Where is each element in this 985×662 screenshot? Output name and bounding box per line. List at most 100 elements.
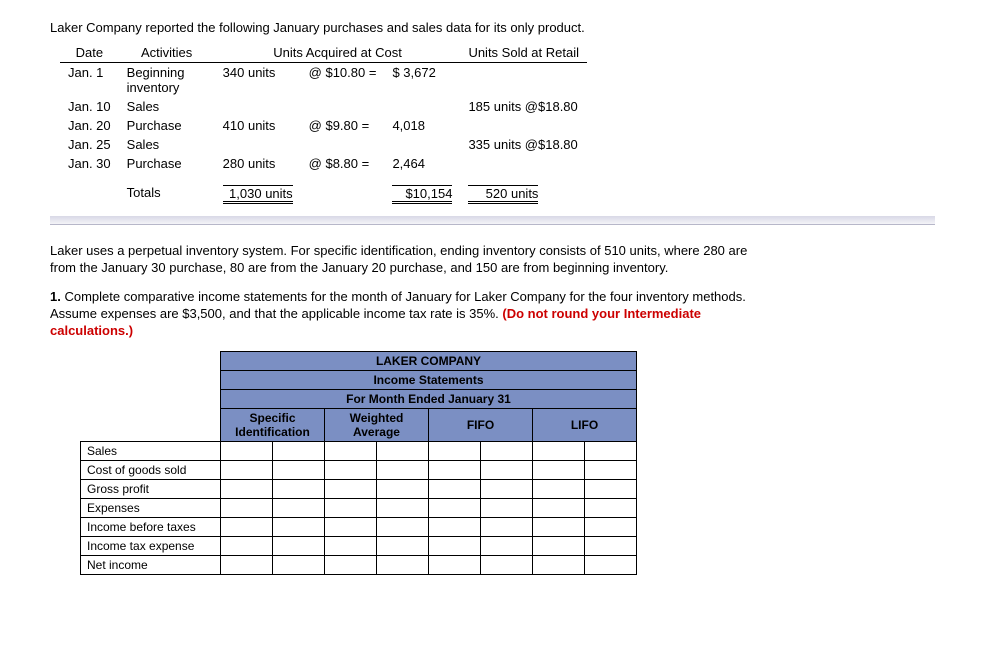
cell[interactable] (273, 537, 325, 556)
cell[interactable] (221, 442, 273, 461)
cell[interactable] (533, 461, 585, 480)
cell[interactable] (221, 537, 273, 556)
cell[interactable] (429, 461, 481, 480)
row-sales: Sales (81, 442, 221, 461)
cell[interactable] (429, 556, 481, 575)
cell[interactable] (221, 556, 273, 575)
inc-title3: For Month Ended January 31 (221, 390, 637, 409)
cell[interactable] (377, 499, 429, 518)
r3-activity: Sales (119, 135, 215, 154)
totals-sold: 520 units (468, 185, 538, 204)
row-expenses: Expenses (81, 499, 221, 518)
cell[interactable] (377, 442, 429, 461)
cell[interactable] (377, 461, 429, 480)
cell[interactable] (273, 518, 325, 537)
r1-date: Jan. 10 (60, 97, 119, 116)
cell[interactable] (481, 480, 533, 499)
r3-cost (384, 135, 460, 154)
cell[interactable] (325, 556, 377, 575)
cell[interactable] (585, 499, 637, 518)
cell[interactable] (273, 442, 325, 461)
cell[interactable] (429, 499, 481, 518)
cell[interactable] (221, 518, 273, 537)
cell[interactable] (533, 537, 585, 556)
cell[interactable] (325, 480, 377, 499)
cell[interactable] (221, 499, 273, 518)
totals-cost: $10,154 (392, 185, 452, 204)
r4-at: @ $8.80 = (301, 154, 385, 173)
cell[interactable] (481, 499, 533, 518)
totals-label: Totals (119, 183, 215, 206)
r4-cost: 2,464 (384, 154, 460, 173)
cell[interactable] (481, 518, 533, 537)
r0-sold (460, 63, 587, 98)
cell[interactable] (273, 499, 325, 518)
r1-at (301, 97, 385, 116)
cell[interactable] (585, 461, 637, 480)
cell[interactable] (377, 537, 429, 556)
cell[interactable] (325, 537, 377, 556)
cell[interactable] (429, 480, 481, 499)
transactions-table: Date Activities Units Acquired at Cost U… (60, 43, 587, 206)
cell[interactable] (481, 556, 533, 575)
r0-at: @ $10.80 = (301, 63, 385, 98)
cell[interactable] (533, 499, 585, 518)
r0-cost: $ 3,672 (384, 63, 460, 98)
cell[interactable] (585, 480, 637, 499)
cell[interactable] (585, 556, 637, 575)
r4-units: 280 units (215, 154, 301, 173)
cell[interactable] (429, 537, 481, 556)
r2-at: @ $9.80 = (301, 116, 385, 135)
inventory-note: Laker uses a perpetual inventory system.… (50, 243, 770, 277)
cell[interactable] (429, 442, 481, 461)
col-specific: Specific Identification (221, 409, 325, 442)
cell[interactable] (585, 537, 637, 556)
row-ibt: Income before taxes (81, 518, 221, 537)
cell[interactable] (273, 556, 325, 575)
divider-bar (50, 216, 935, 225)
cell[interactable] (325, 461, 377, 480)
inc-title2: Income Statements (221, 371, 637, 390)
r2-cost: 4,018 (384, 116, 460, 135)
row-gross: Gross profit (81, 480, 221, 499)
cell[interactable] (481, 442, 533, 461)
r1-cost (384, 97, 460, 116)
r0-activity: Beginning inventory (119, 63, 215, 98)
r2-sold (460, 116, 587, 135)
cell[interactable] (325, 499, 377, 518)
cell[interactable] (377, 480, 429, 499)
question-1: 1. Complete comparative income statement… (50, 289, 770, 340)
r4-date: Jan. 30 (60, 154, 119, 173)
q1-number: 1. (50, 289, 61, 304)
cell[interactable] (533, 442, 585, 461)
col-lifo: LIFO (533, 409, 637, 442)
cell[interactable] (325, 442, 377, 461)
cell[interactable] (481, 461, 533, 480)
totals-units: 1,030 units (223, 185, 293, 204)
hdr-sold: Units Sold at Retail (460, 43, 587, 63)
intro-text: Laker Company reported the following Jan… (50, 20, 935, 35)
r2-activity: Purchase (119, 116, 215, 135)
cell[interactable] (273, 480, 325, 499)
cell[interactable] (273, 461, 325, 480)
cell[interactable] (533, 480, 585, 499)
hdr-acquired: Units Acquired at Cost (215, 43, 461, 63)
cell[interactable] (377, 556, 429, 575)
r3-units (215, 135, 301, 154)
cell[interactable] (377, 518, 429, 537)
cell[interactable] (585, 442, 637, 461)
cell[interactable] (585, 518, 637, 537)
r3-sold: 335 units @$18.80 (460, 135, 587, 154)
cell[interactable] (325, 518, 377, 537)
r2-date: Jan. 20 (60, 116, 119, 135)
r2-units: 410 units (215, 116, 301, 135)
cell[interactable] (429, 518, 481, 537)
col-fifo: FIFO (429, 409, 533, 442)
cell[interactable] (533, 518, 585, 537)
cell[interactable] (221, 480, 273, 499)
r4-sold (460, 154, 587, 173)
cell[interactable] (533, 556, 585, 575)
cell[interactable] (221, 461, 273, 480)
cell[interactable] (481, 537, 533, 556)
hdr-activities: Activities (119, 43, 215, 63)
